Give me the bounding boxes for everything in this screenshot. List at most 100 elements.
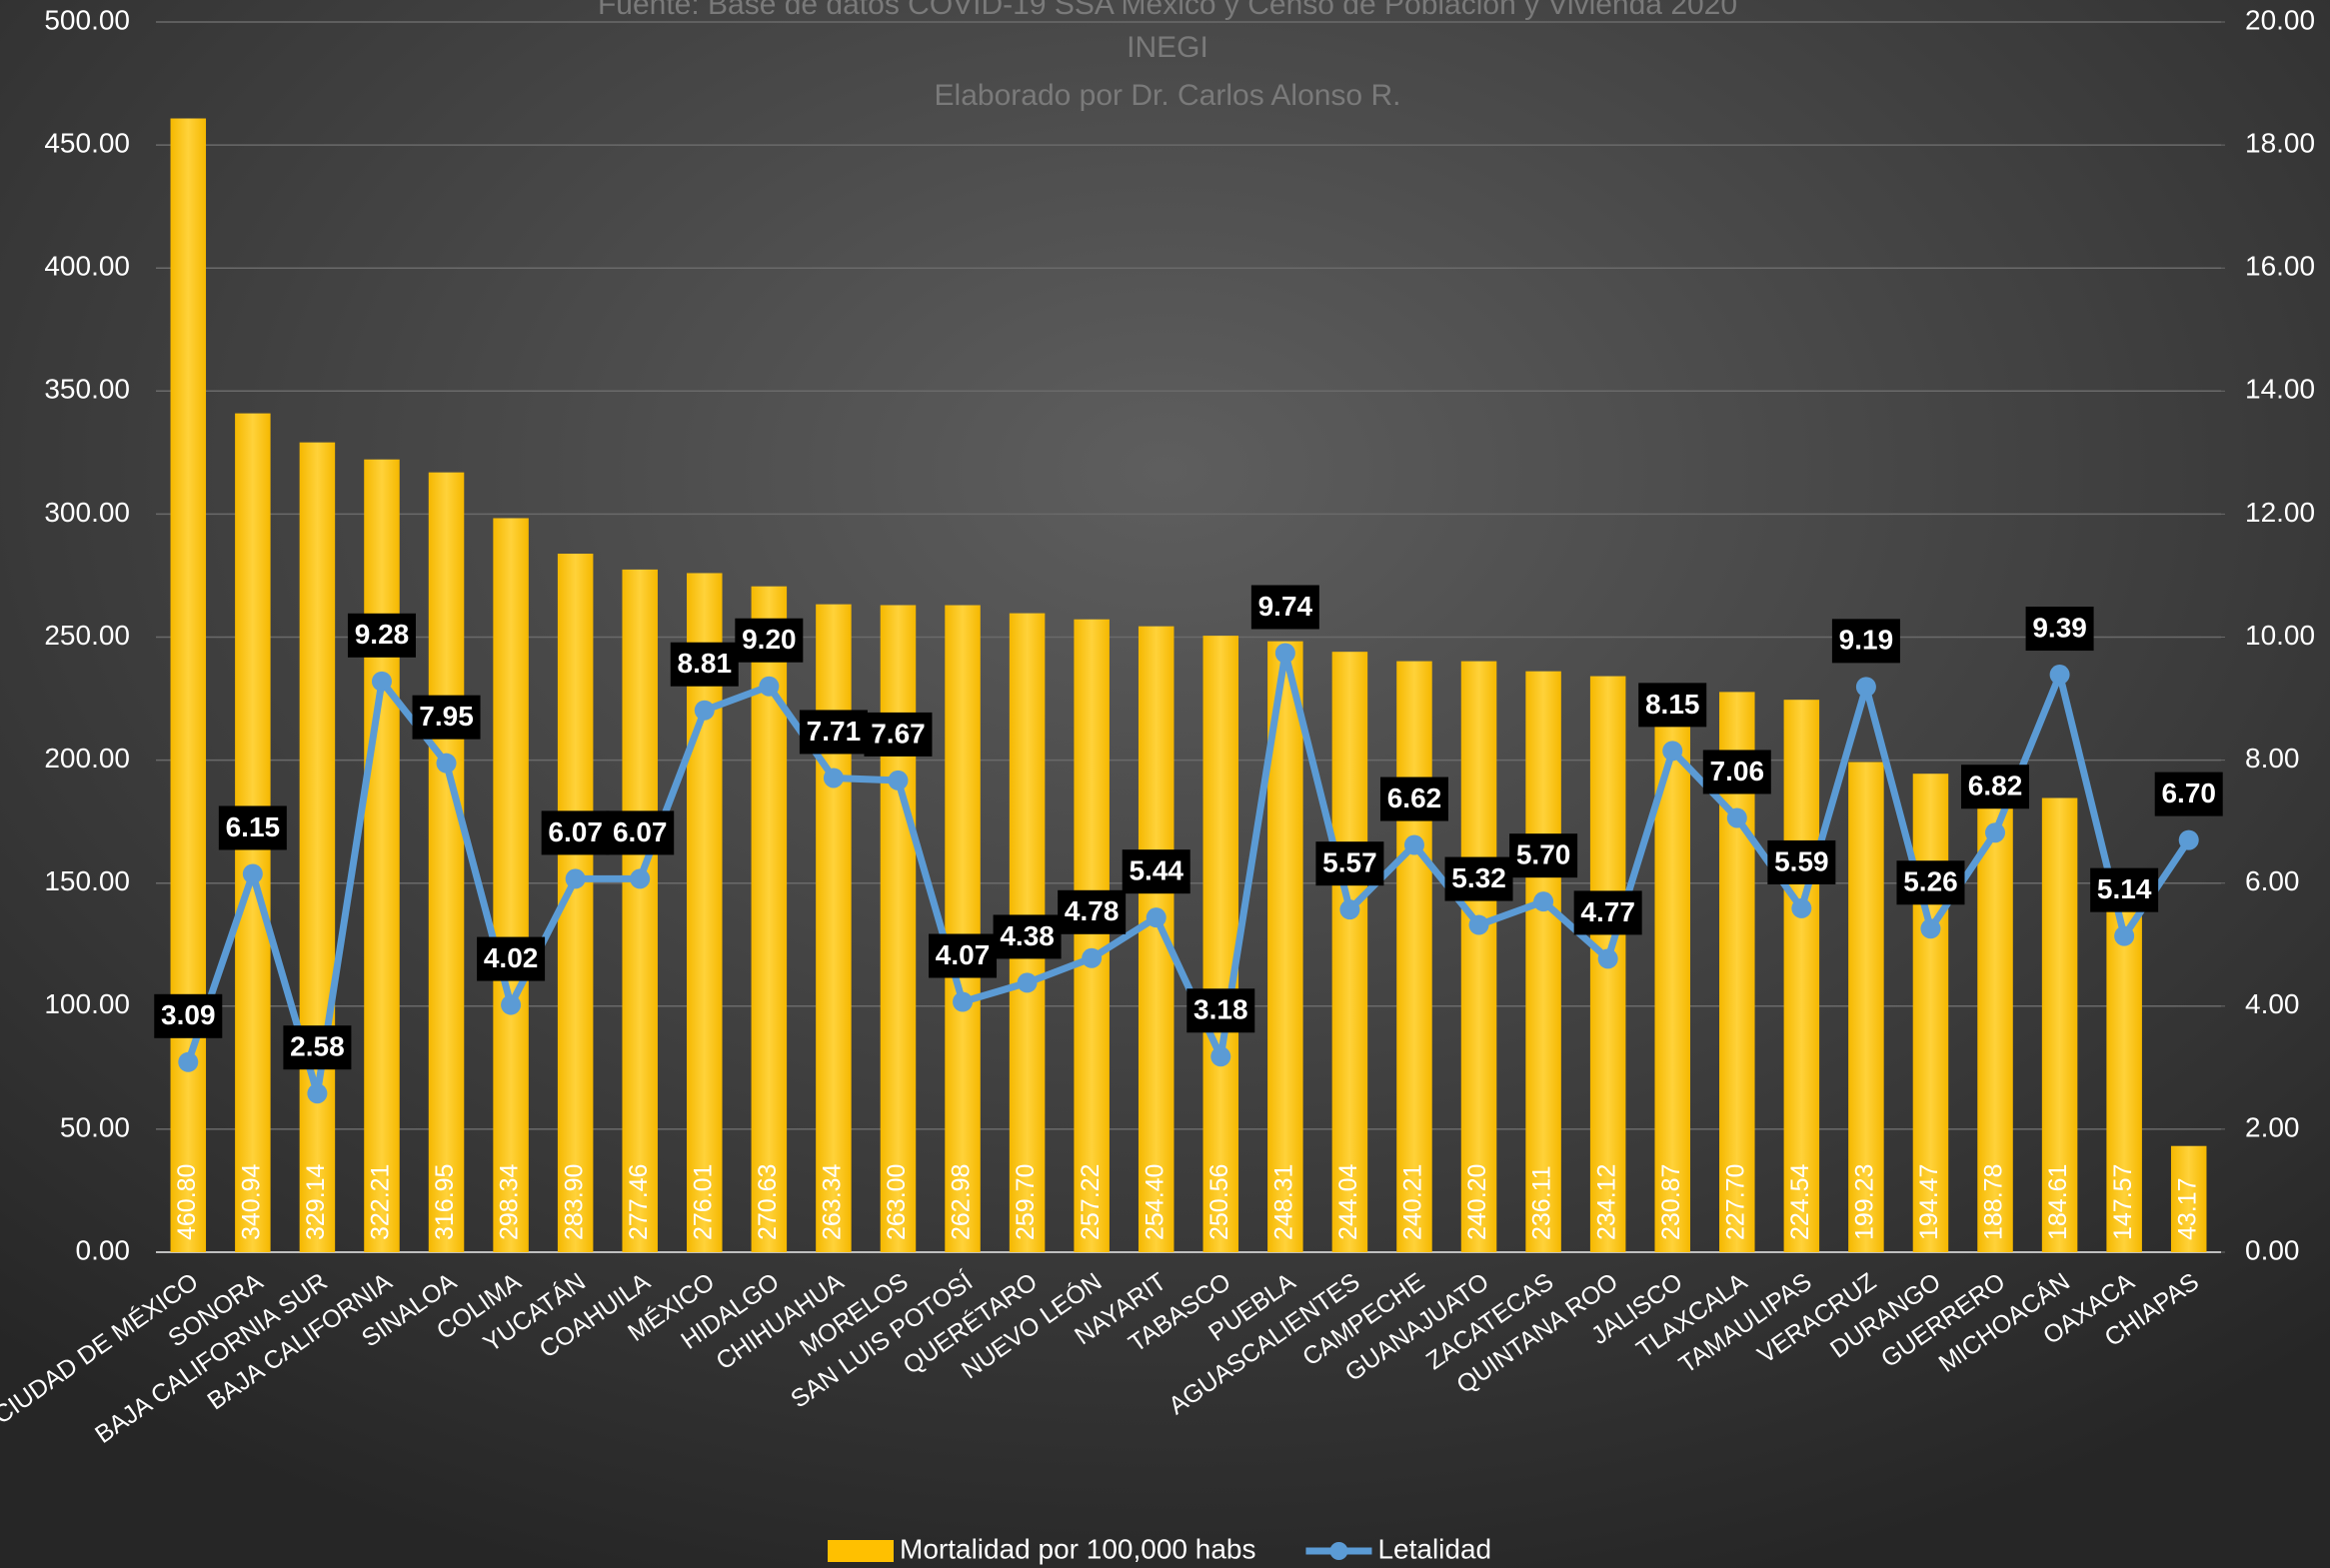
- legend-label: Letalidad: [1377, 1533, 1491, 1564]
- label-box: [929, 933, 998, 978]
- y-tick-label: 150.00: [44, 865, 130, 896]
- line-value-label-box: 5.44: [1122, 849, 1190, 894]
- bar-value-label: 322.21: [367, 1164, 395, 1240]
- line-point: [1791, 897, 1812, 918]
- line-value-label-box: 4.07: [929, 933, 998, 978]
- bar-value-label: 263.34: [819, 1163, 847, 1240]
- line-value-label-box: 5.32: [1444, 856, 1513, 901]
- line-value-label-box: 4.78: [1058, 889, 1127, 934]
- label-box: [1573, 890, 1642, 935]
- line-point: [436, 753, 457, 774]
- line-value-label-box: 9.28: [347, 613, 416, 658]
- line-value-label: 5.26: [1903, 866, 1958, 897]
- bar: [1396, 661, 1432, 1252]
- line-value-label-box: 6.70: [2154, 772, 2223, 816]
- line-point: [888, 770, 909, 790]
- y2-tick-label: 8.00: [2245, 743, 2300, 774]
- y2-tick-label: 2.00: [2245, 1111, 2300, 1142]
- line-value-label-box: 2.58: [283, 1025, 352, 1070]
- label-box: [606, 810, 675, 855]
- line-value-label-box: 8.15: [1638, 683, 1707, 728]
- label-box: [218, 805, 287, 850]
- y-tick-label: 350.00: [44, 374, 130, 405]
- label-box: [347, 613, 416, 658]
- y-tick-label: 450.00: [44, 127, 130, 158]
- label-box: [154, 993, 223, 1038]
- label-box: [477, 936, 546, 981]
- y2-tick-label: 16.00: [2245, 251, 2315, 282]
- bar-value-label: 240.21: [1399, 1164, 1427, 1240]
- line-value-label-box: 4.38: [993, 914, 1062, 959]
- bar-value-label: 276.01: [689, 1164, 717, 1240]
- line-value-label: 6.07: [548, 816, 603, 847]
- bar: [1460, 661, 1497, 1252]
- bar-value-label: 240.20: [1463, 1164, 1491, 1240]
- label-box: [1896, 860, 1965, 905]
- label-box: [993, 914, 1062, 959]
- line-point: [1017, 972, 1038, 993]
- bar: [2170, 1145, 2207, 1252]
- line-point: [307, 1083, 328, 1104]
- bar-value-label: 194.47: [1915, 1164, 1943, 1240]
- label-box: [799, 710, 868, 755]
- bar-value-label: 254.40: [1141, 1164, 1168, 1240]
- label-box: [1250, 585, 1319, 630]
- bar: [1525, 671, 1561, 1252]
- line-value-label: 7.95: [419, 701, 474, 732]
- bar-value-label: 147.57: [2109, 1164, 2137, 1240]
- label-box: [412, 695, 481, 740]
- bar-value-label: 283.90: [560, 1164, 588, 1240]
- label-box: [1315, 841, 1384, 886]
- line-value-label: 9.20: [742, 624, 797, 655]
- line-point: [1339, 899, 1360, 920]
- y-tick-label: 100.00: [44, 988, 130, 1019]
- line-value-label: 5.32: [1451, 862, 1506, 893]
- y2-tick-label: 10.00: [2245, 620, 2315, 651]
- line-point: [1468, 914, 1489, 935]
- subtitle: INEGI: [1127, 31, 1208, 64]
- bar-value-label: 227.70: [1721, 1164, 1749, 1240]
- bar-value-label: 199.23: [1851, 1164, 1879, 1240]
- y2-tick-label: 0.00: [2245, 1234, 2300, 1265]
- label-box: [670, 642, 739, 687]
- label-box: [541, 810, 610, 855]
- line-value-label: 9.74: [1258, 591, 1313, 622]
- line-value-label-box: 7.71: [799, 710, 868, 755]
- bar: [428, 472, 465, 1253]
- label-box: [1767, 839, 1836, 884]
- y2-tick-label: 20.00: [2245, 4, 2315, 35]
- label-box: [1186, 988, 1255, 1033]
- label-box: [1379, 777, 1448, 821]
- line-value-label: 6.62: [1387, 783, 1442, 813]
- bar-value-label: 230.87: [1657, 1164, 1685, 1240]
- line-value-label-box: 9.19: [1831, 619, 1900, 664]
- label-box: [283, 1025, 352, 1070]
- line-value-label-box: 8.81: [670, 642, 739, 687]
- line: [184, 650, 2192, 1097]
- bar-value-label: 234.12: [1592, 1164, 1620, 1240]
- label-box: [1961, 765, 2030, 809]
- bar-value-label: 316.95: [431, 1164, 459, 1240]
- line-point: [759, 676, 780, 697]
- line-value-label-box: 9.20: [735, 618, 804, 663]
- bar-value-label: 263.00: [883, 1164, 911, 1240]
- bar: [1977, 787, 2013, 1252]
- y-tick-label: 400.00: [44, 251, 130, 282]
- line-value-label: 2.58: [290, 1031, 345, 1062]
- bar: [170, 118, 207, 1253]
- label-box: [864, 712, 933, 757]
- line-value-label: 4.02: [484, 942, 539, 973]
- line-value-label-box: 5.57: [1315, 841, 1384, 886]
- label-box: [1702, 750, 1771, 794]
- bar-value-label: 329.14: [302, 1163, 330, 1240]
- line-value-label-box: 6.62: [1379, 777, 1448, 821]
- bar: [1202, 636, 1239, 1252]
- line-point: [1274, 643, 1295, 664]
- line-point: [823, 768, 844, 788]
- line-value-label-box: 3.18: [1186, 988, 1255, 1033]
- bar-value-label: 257.22: [1077, 1164, 1105, 1240]
- subtitle: Fuente: Base de datos COVID-19 SSA Méxic…: [598, 0, 1737, 21]
- line-point: [1082, 947, 1103, 968]
- label-box: [1444, 856, 1513, 901]
- line-value-label-box: 6.07: [541, 810, 610, 855]
